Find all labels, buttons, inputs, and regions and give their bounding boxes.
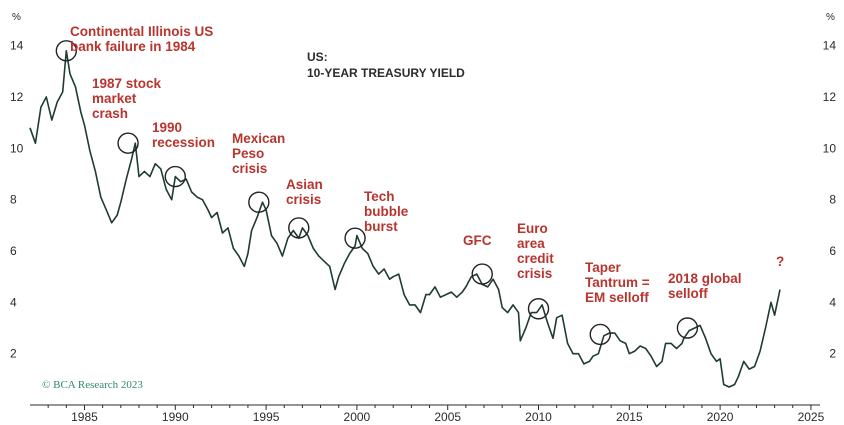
- y-tick-label-left-8: 8: [10, 193, 17, 207]
- annotation-3-line-1: Peso: [232, 146, 264, 161]
- event-marker-4: [288, 217, 310, 239]
- x-axis: 1985 1990 1995 2000 2005 2010 2015 2020 2025: [30, 404, 825, 424]
- annotation-5-line-0: Tech: [364, 189, 395, 204]
- y-tick-label-left-6: 6: [10, 244, 17, 258]
- annotation-1-line-0: 1987 stock: [92, 76, 162, 91]
- event-marker-5: [344, 227, 366, 249]
- x-tick-label-1995: 1995: [253, 410, 280, 424]
- annotation-5-line-2: burst: [364, 219, 398, 234]
- y-tick-label-right-4: 4: [829, 295, 836, 309]
- annotation-7-line-1: area: [517, 236, 545, 251]
- y-tick-label-right-10: 10: [823, 141, 837, 155]
- y-tick-label-left-10: 10: [10, 141, 24, 155]
- annotation-9-line-0: 2018 global: [668, 271, 742, 286]
- annotation-8-line-0: Taper: [585, 260, 622, 275]
- y-tick-label-right-2: 2: [829, 347, 836, 361]
- annotation-10-line-0: ?: [776, 254, 784, 269]
- x-tick-label-1990: 1990: [162, 410, 189, 424]
- annotation-6-line-0: GFC: [463, 233, 492, 248]
- y-tick-label-right-6: 6: [829, 244, 836, 258]
- annotation-7-line-0: Euro: [517, 221, 548, 236]
- y-tick-label-right-8: 8: [829, 193, 836, 207]
- event-marker-0: [55, 40, 78, 62]
- event-markers: [55, 40, 699, 346]
- annotation-9-line-1: selloff: [668, 286, 708, 301]
- series-line-10yr-yield: [29, 50, 781, 388]
- x-tick-label-2000: 2000: [344, 410, 371, 424]
- chart-title: US:: [307, 50, 328, 64]
- annotation-0-line-0: Continental Illinois US: [70, 24, 213, 39]
- annotation-0-line-1: bank failure in 1984: [70, 39, 196, 54]
- event-marker-7: [527, 298, 550, 320]
- credit-text: © BCA Research 2023: [42, 379, 143, 391]
- annotation-4-line-0: Asian: [286, 177, 323, 192]
- event-marker-1: [117, 132, 139, 154]
- y-unit-label-right: %: [826, 12, 835, 23]
- y-tick-label-left-2: 2: [10, 347, 17, 361]
- event-marker-3: [248, 191, 270, 213]
- x-tick-label-2025: 2025: [798, 410, 825, 424]
- chart-subtitle: 10-YEAR TREASURY YIELD: [307, 66, 465, 80]
- y-axis-right: 2 4 6 8 10 12 14: [823, 39, 837, 361]
- y-tick-label-right-12: 12: [823, 90, 837, 104]
- annotation-5-line-1: bubble: [364, 204, 409, 219]
- x-tick-label-2020: 2020: [707, 410, 734, 424]
- event-marker-9: [676, 317, 699, 339]
- y-tick-label-left-4: 4: [10, 295, 17, 309]
- y-tick-label-left-14: 14: [10, 39, 24, 53]
- annotation-7-line-2: credit: [517, 251, 554, 266]
- y-axis-left: 2 4 6 8 10 12 14: [10, 39, 24, 361]
- annotation-3-line-2: crisis: [232, 161, 267, 176]
- x-tick-label-2005: 2005: [434, 410, 461, 424]
- annotation-2-line-1: recession: [152, 135, 215, 150]
- y-unit-label-left: %: [12, 12, 21, 23]
- y-tick-label-right-14: 14: [823, 39, 837, 53]
- annotation-8-line-2: EM selloff: [585, 290, 649, 305]
- annotation-8-line-1: Tantrum =: [585, 275, 650, 290]
- x-tick-label-2010: 2010: [525, 410, 552, 424]
- event-marker-2: [164, 165, 186, 188]
- event-marker-8: [589, 323, 611, 346]
- annotation-3-line-0: Mexican: [232, 131, 285, 146]
- annotation-1-line-1: market: [92, 91, 137, 106]
- x-tick-label-1985: 1985: [71, 410, 98, 424]
- annotation-7-line-3: crisis: [517, 266, 552, 281]
- annotation-2-line-0: 1990: [152, 120, 182, 135]
- annotation-4-line-1: crisis: [286, 192, 321, 207]
- x-tick-label-2015: 2015: [616, 410, 643, 424]
- annotation-1-line-2: crash: [92, 106, 128, 121]
- event-marker-6: [471, 263, 493, 285]
- y-tick-label-left-12: 12: [10, 90, 24, 104]
